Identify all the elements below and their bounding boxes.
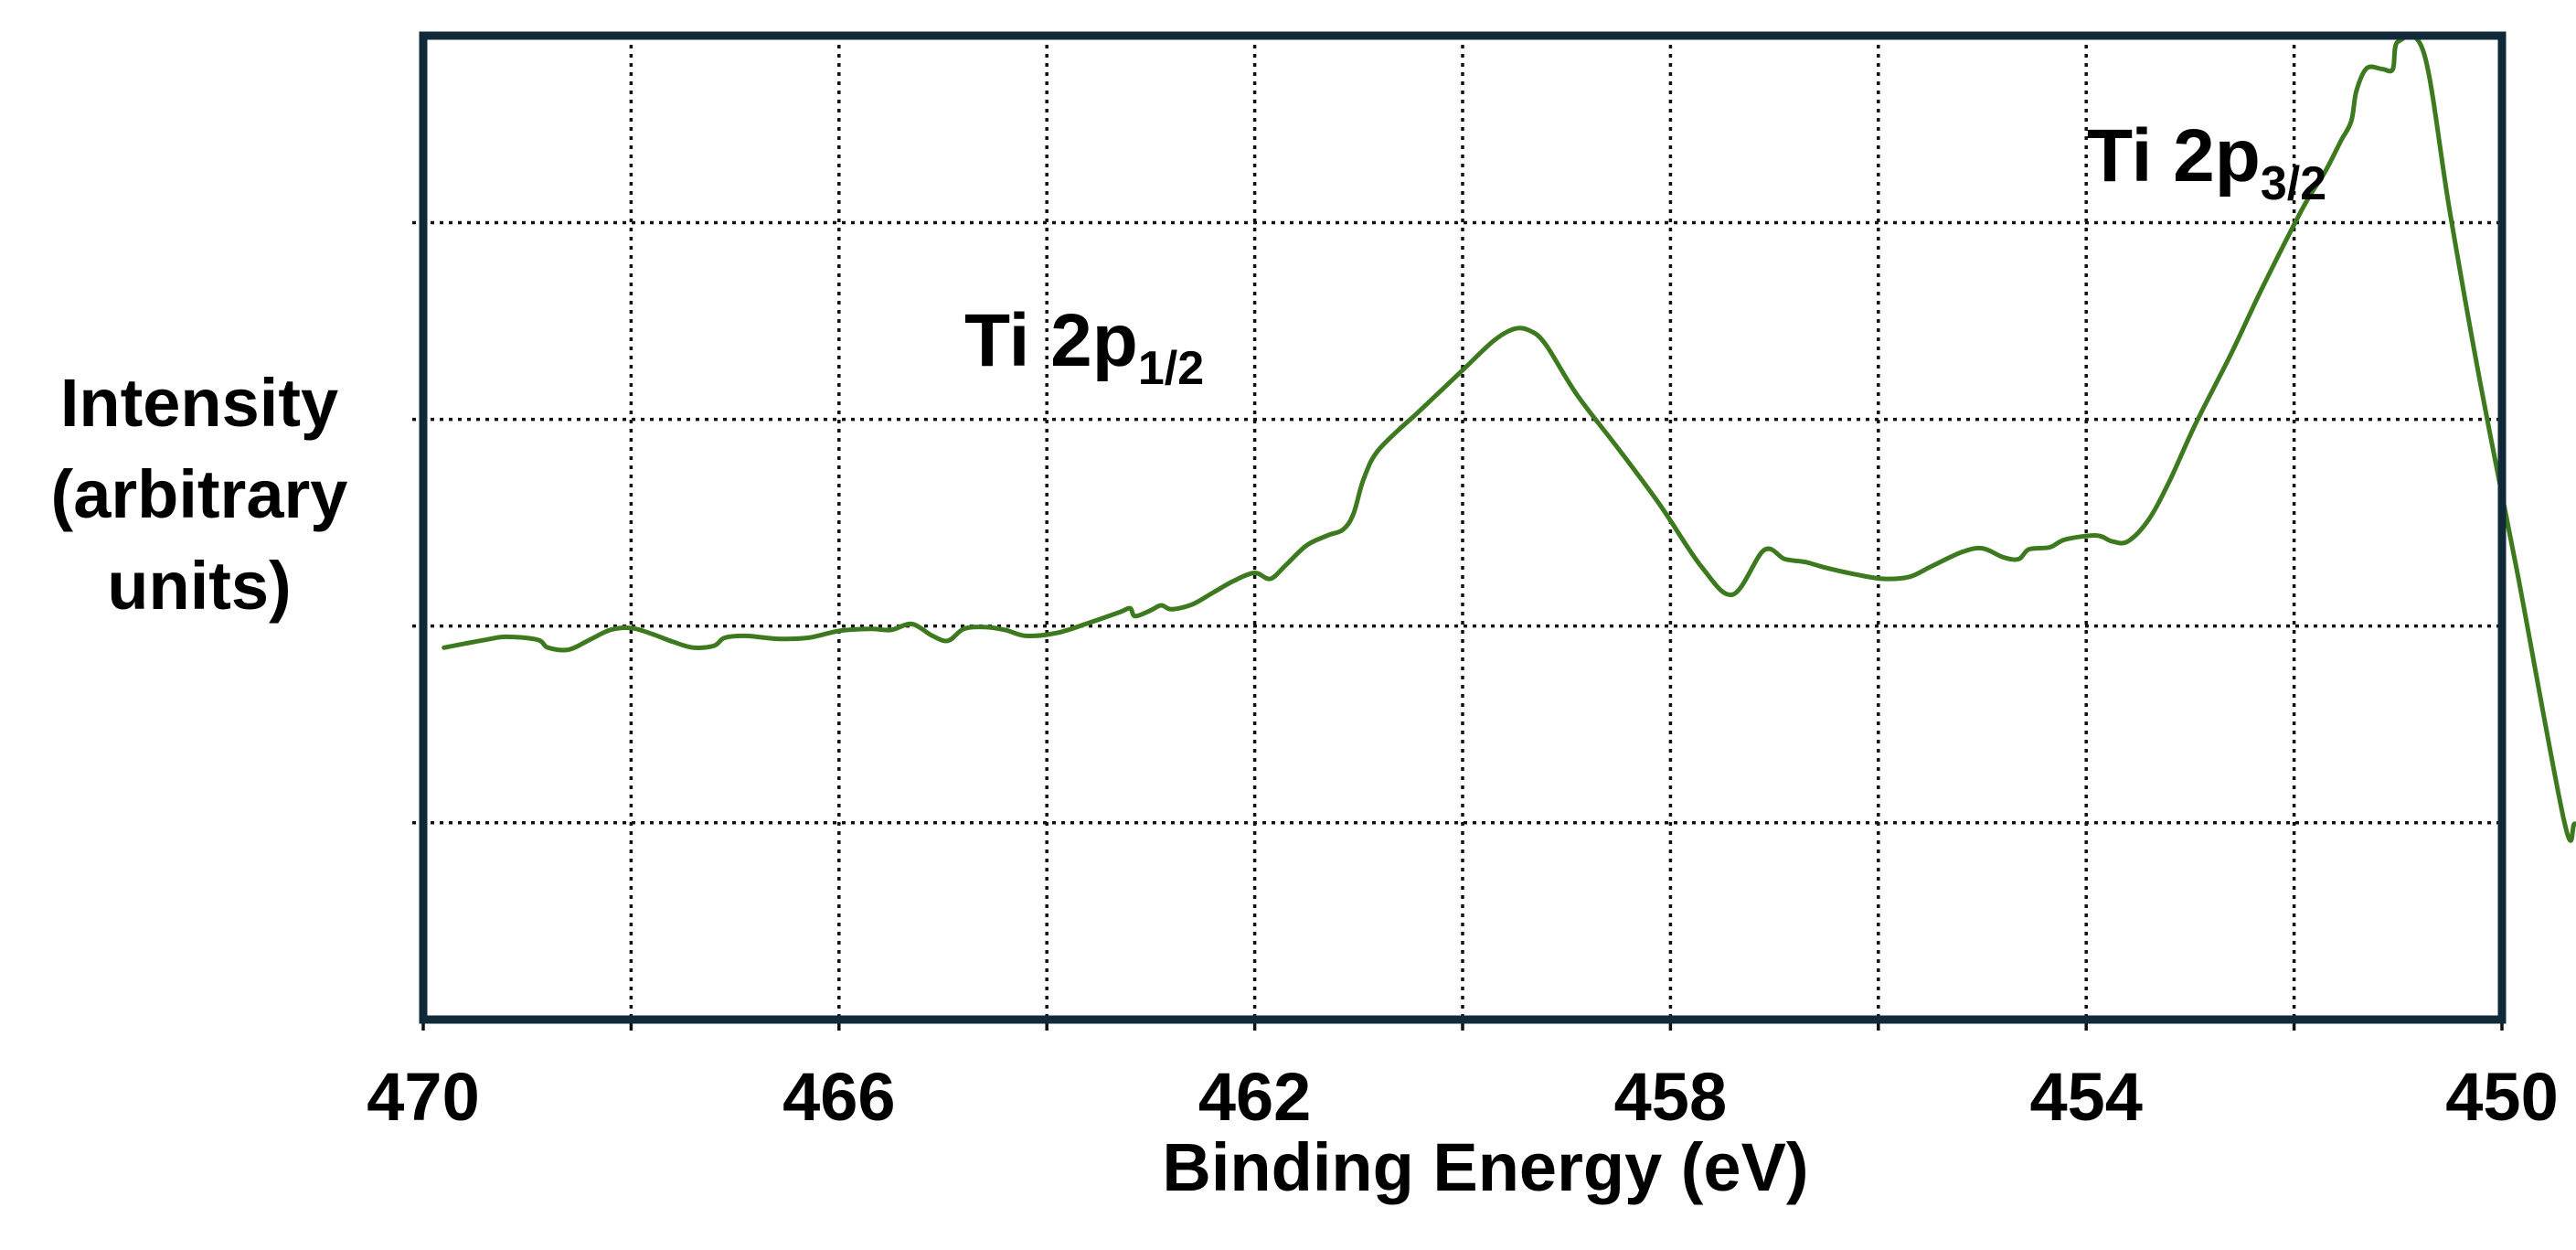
x-tick-label: 470 [367, 1059, 479, 1135]
peak-label-ti-2p-three-half: Ti 2p3/2 [2087, 114, 2326, 210]
x-tick-label: 450 [2445, 1059, 2558, 1135]
x-tick-label: 462 [1198, 1059, 1311, 1135]
x-axis-tick-labels: 470 466 462 458 454 450 [367, 1059, 2558, 1135]
y-axis-title-line-2: (arbitrary [51, 456, 348, 532]
x-tick-label: 466 [782, 1059, 895, 1135]
peak-label-ti-2p-three-half-sub: 3/2 [2261, 157, 2326, 210]
x-axis-title: Binding Energy (eV) [1162, 1129, 1808, 1205]
peak-label-ti-2p-half: Ti 2p1/2 [964, 299, 1204, 395]
peak-label-ti-2p-half-sub: 1/2 [1138, 342, 1204, 395]
gridlines [412, 36, 2502, 1020]
y-axis-title: Intensity (arbitrary units) [51, 365, 348, 624]
plot-frame [419, 31, 2507, 1024]
y-axis-title-line-1: Intensity [60, 365, 338, 441]
x-tick-label: 454 [2029, 1059, 2142, 1135]
peak-label-ti-2p-half-main: Ti 2p [964, 299, 1138, 382]
peak-label-ti-2p-three-half-main: Ti 2p [2087, 114, 2261, 198]
x-tick-label: 458 [1614, 1059, 1727, 1135]
y-axis-title-line-3: units) [107, 548, 291, 624]
spectrum-line [442, 33, 2576, 843]
